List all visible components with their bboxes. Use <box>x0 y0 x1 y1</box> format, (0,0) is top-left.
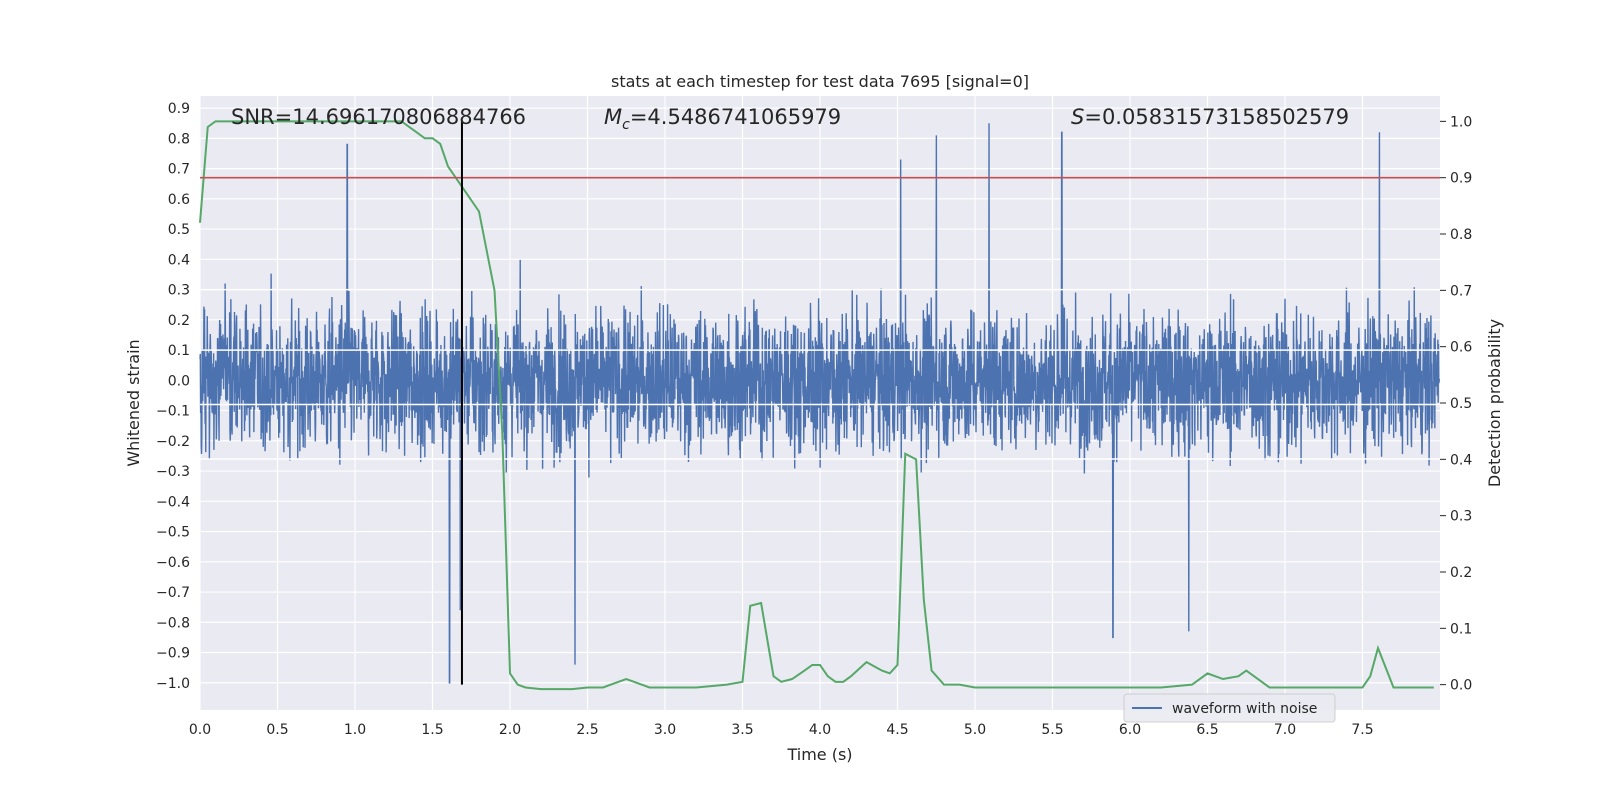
y-left-tick-label: −0.8 <box>156 615 190 631</box>
x-axis-label: Time (s) <box>786 745 852 764</box>
x-tick-label: 4.0 <box>809 722 831 738</box>
y-left-tick-label: 0.9 <box>168 101 190 117</box>
y-left-tick-label: 0.4 <box>168 252 190 268</box>
y-left-tick-label: −0.6 <box>156 555 190 571</box>
x-tick-label: 1.0 <box>344 722 366 738</box>
s-symbol: S <box>1071 105 1084 129</box>
y-right-tick-label: 0.3 <box>1450 509 1472 525</box>
y-right-tick-label: 0.5 <box>1450 396 1472 412</box>
x-tick-label: 3.5 <box>731 722 753 738</box>
y-right-tick-label: 0.7 <box>1450 283 1472 299</box>
x-tick-label: 4.5 <box>886 722 908 738</box>
waveform-with-noise-line <box>199 123 1441 684</box>
y-right-tick-label: 0.6 <box>1450 340 1472 356</box>
x-tick-label: 7.5 <box>1351 722 1373 738</box>
y-left-tick-label: 0.6 <box>168 192 190 208</box>
x-tick-label: 0.0 <box>189 722 211 738</box>
x-tick-label: 2.0 <box>499 722 521 738</box>
s-annotation: S=0.05831573158502579 <box>1071 105 1349 129</box>
tick-labels: 0.0 0.5 1.0 1.5 2.0 2.5 3.0 3.5 4.0 4.5 5.0 5.5 6.0 6… <box>156 101 1472 738</box>
legend-label: waveform with noise <box>1172 701 1317 717</box>
y-axis-label-right: Detection probability <box>1485 319 1504 487</box>
y-left-tick-label: 0.7 <box>168 162 190 178</box>
y-left-tick-label: 0.1 <box>168 343 190 359</box>
reference-lines <box>200 121 1440 685</box>
x-tick-label: 6.5 <box>1196 722 1218 738</box>
detection-probability-line <box>199 120 1434 691</box>
x-tick-label: 6.0 <box>1119 722 1141 738</box>
y-left-tick-label: −0.1 <box>156 404 190 420</box>
x-tick-label: 7.0 <box>1274 722 1296 738</box>
y-right-tick-label: 0.9 <box>1450 171 1472 187</box>
detection-probability-series <box>199 120 1434 691</box>
chirp-mass-symbol: M <box>604 105 622 129</box>
y-right-tick-label: 0.0 <box>1450 678 1472 694</box>
y-left-tick-label: 0.5 <box>168 222 190 238</box>
chart-title: stats at each timestep for test data 769… <box>611 72 1029 91</box>
y-left-tick-label: 0.3 <box>168 283 190 299</box>
y-left-tick-label: −0.3 <box>156 464 190 480</box>
y-right-tick-label: 0.1 <box>1450 621 1472 637</box>
y-left-tick-label: −0.2 <box>156 434 190 450</box>
y-right-tick-label: 0.4 <box>1450 452 1472 468</box>
x-tick-label: 5.0 <box>964 722 986 738</box>
legend: waveform with noise <box>1123 693 1336 723</box>
y-right-tick-label: 0.8 <box>1450 227 1472 243</box>
chirp-mass-annotation: Mc=4.5486741065979 <box>604 105 841 133</box>
y-left-tick-label: −0.7 <box>156 585 190 601</box>
y-axis-label-left: Whitened strain <box>124 339 143 466</box>
y-right-tick-label: 0.2 <box>1450 565 1472 581</box>
y-left-tick-label: 0.8 <box>168 131 190 147</box>
chirp-mass-subscript: c <box>622 117 630 133</box>
y-right-tick-label: 1.0 <box>1450 114 1472 130</box>
y-left-tick-label: −1.0 <box>156 676 190 692</box>
y-left-tick-label: 0.2 <box>168 313 190 329</box>
legend-box <box>1123 693 1336 723</box>
waveform-with-noise-series <box>199 123 1441 684</box>
y-left-tick-label: −0.5 <box>156 525 190 541</box>
snr-annotation: SNR=14.696170806884766 <box>231 105 526 129</box>
x-tick-label: 3.0 <box>654 722 676 738</box>
x-tick-label: 1.5 <box>421 722 443 738</box>
y-left-tick-label: −0.4 <box>156 494 190 510</box>
x-tick-label: 5.5 <box>1041 722 1063 738</box>
s-value: =0.05831573158502579 <box>1084 105 1349 129</box>
y-left-tick-label: −0.9 <box>156 646 190 662</box>
y-left-tick-label: 0.0 <box>168 373 190 389</box>
chirp-mass-value: =4.5486741065979 <box>630 105 841 129</box>
x-tick-label: 2.5 <box>576 722 598 738</box>
x-tick-label: 0.5 <box>266 722 288 738</box>
